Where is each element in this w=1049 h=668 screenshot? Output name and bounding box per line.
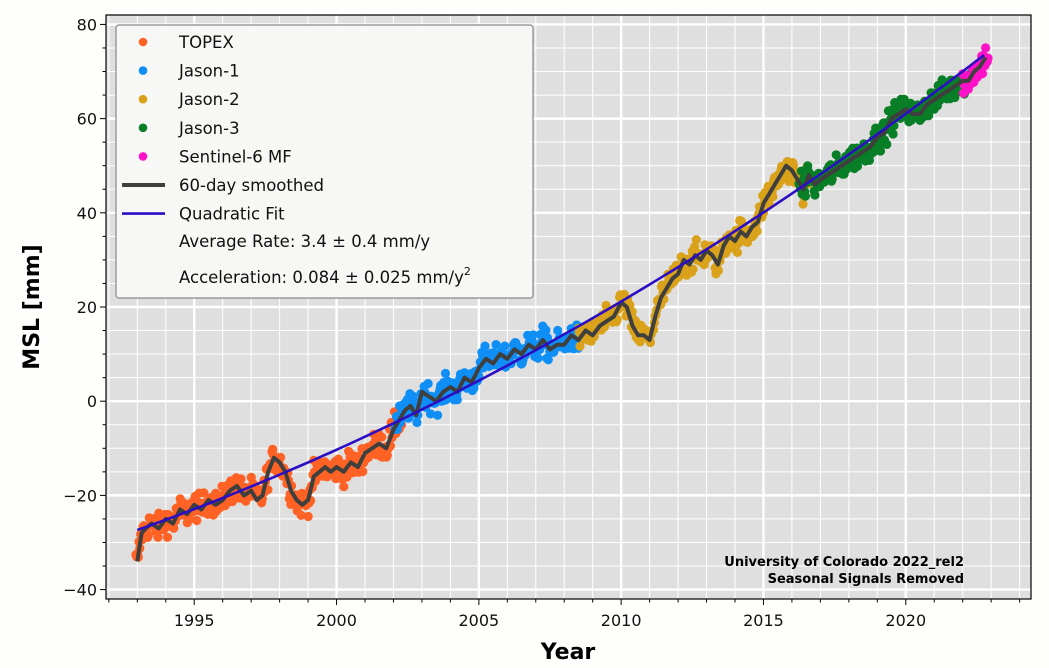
y-axis-ticks: −40 −20 0 20 40 60 80 [63,15,106,600]
data-point [199,488,209,498]
legend-marker [138,37,148,47]
legend-acceleration-text: Acceleration: 0.084 ± 0.025 mm/y [179,268,464,287]
data-point [800,191,811,201]
data-point [433,410,443,420]
data-point [810,190,820,200]
legend-acceleration-superscript: 2 [464,265,471,278]
data-point [981,43,991,53]
x-tick-label: 1995 [174,611,215,630]
x-tick-label: 2010 [601,611,642,630]
data-point [143,530,154,540]
y-tick-label: 20 [77,298,97,317]
data-point [688,264,698,274]
quadratic-fit-line [136,54,985,532]
data-point [480,341,490,351]
seasonal-annotation: Seasonal Signals Removed [768,572,964,587]
legend-entries: TOPEX Jason-1 Jason-2 Jason-3 Sentinel-6 MF 6… [122,33,324,224]
legend-label: TOPEX [178,33,234,52]
data-point [169,523,179,533]
data-point [452,395,462,405]
legend-label: Jason-1 [178,62,240,81]
legend-label: Jason-2 [178,90,240,109]
legend-marker [138,66,148,75]
y-tick-label: −20 [63,486,97,505]
data-point [296,510,306,520]
x-tick-label: 2015 [743,611,784,630]
data-point [528,330,538,340]
data-point [553,325,563,336]
y-tick-label: 0 [87,392,97,411]
legend-label: Quadratic Fit [179,205,285,224]
data-point [575,341,585,351]
data-point [162,532,173,542]
y-tick-label: 60 [77,110,97,129]
data-point [691,235,701,245]
legend-label: Jason-3 [178,119,240,138]
x-tick-label: 2020 [885,611,926,630]
legend-label: Sentinel-6 MF [179,147,292,166]
x-axis-ticks: 1995 2000 2005 2010 2015 2020 [108,599,1021,630]
legend-entry: Jason-3 [138,119,240,138]
legend-entry: Jason-2 [138,90,240,109]
legend-box [115,24,534,299]
data-point [412,417,422,428]
legend-entry: 60-day smoothed [122,176,324,195]
legend-entry: Jason-1 [138,62,240,81]
x-tick-label: 2000 [316,611,357,630]
legend-entry: Sentinel-6 MF [138,147,292,166]
data-point [937,75,947,85]
data-point [924,111,934,121]
data-point [425,409,436,419]
data-point [491,340,501,350]
data-point [871,123,881,133]
x-tick-label: 2005 [458,611,499,630]
x-axis-title: Year [540,640,596,665]
data-point [408,391,418,401]
data-point [977,68,988,79]
data-point [827,174,837,184]
data-point [192,515,202,526]
data-point [541,325,551,335]
legend-marker [138,152,148,161]
legend-acceleration: Acceleration: 0.084 ± 0.025 mm/y2 [179,265,471,287]
data-point [153,532,163,542]
y-tick-label: 40 [77,204,97,223]
data-point [543,355,553,365]
data-point [533,353,543,363]
smoothed-line [135,56,988,562]
data-point [882,139,892,149]
legend: TOPEX Jason-1 Jason-2 Jason-3 Sentinel-6 MF 6… [115,24,534,299]
data-point [500,341,510,351]
data-point [798,199,808,209]
data-point [888,129,898,139]
data-point [713,265,724,276]
data-point [339,482,349,492]
legend-entry: TOPEX [138,33,234,52]
data-point [423,379,433,389]
data-point [377,432,387,442]
y-axis-title: MSL [mm] [20,244,45,369]
data-point [752,226,762,236]
legend-marker [138,123,148,133]
data-point [796,166,807,176]
legend-rate: Average Rate: 3.4 ± 0.4 mm/y [179,232,430,251]
y-tick-label: −40 [63,581,97,600]
data-point [303,511,313,522]
data-point [333,454,343,464]
data-point [732,247,743,257]
fit-line-group [136,54,985,532]
data-point [236,474,246,484]
legend-label: 60-day smoothed [179,176,324,195]
data-point [875,146,886,156]
y-tick-label: 80 [77,15,97,34]
data-point [440,368,451,378]
legend-entry: Quadratic Fit [122,205,285,224]
source-annotation: University of Colorado 2022_rel2 [724,555,964,570]
data-point [358,466,368,477]
smoothed-line-group [135,56,988,562]
legend-marker [138,94,148,104]
